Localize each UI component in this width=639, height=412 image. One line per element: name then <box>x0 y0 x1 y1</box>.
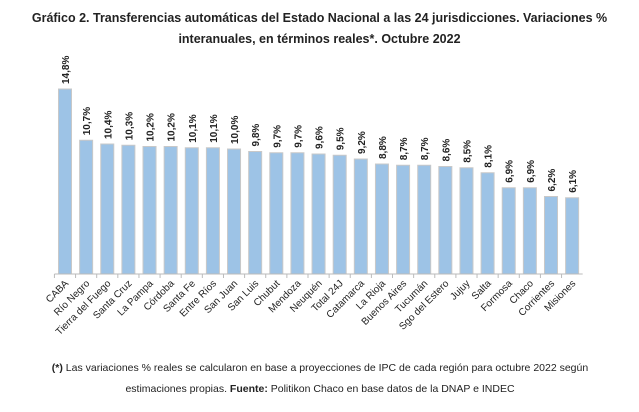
data-label: 9,7% <box>272 125 283 148</box>
bar <box>543 196 558 275</box>
data-label: 8,7% <box>420 137 431 160</box>
bar <box>290 152 305 275</box>
source-label: Fuente: <box>229 383 268 395</box>
data-label: 10,3% <box>124 112 135 140</box>
data-label: 6,9% <box>505 160 516 183</box>
bar <box>522 187 537 275</box>
data-label: 9,7% <box>293 125 304 148</box>
bar <box>565 197 580 275</box>
title-line-2: interanuales, en términos reales*. Octub… <box>178 32 461 46</box>
data-label: 8,7% <box>399 137 410 160</box>
data-label: 9,6% <box>315 126 326 149</box>
data-label: 9,8% <box>251 124 262 147</box>
bar <box>417 164 432 275</box>
data-label: 6,1% <box>568 170 579 193</box>
data-label: 10,0% <box>230 116 241 144</box>
data-label: 10,7% <box>82 107 93 135</box>
data-label: 9,5% <box>336 127 347 150</box>
bar <box>121 144 136 275</box>
bar <box>205 147 220 275</box>
data-label: 6,2% <box>547 169 558 192</box>
data-label: 6,9% <box>526 160 537 183</box>
chart-title: Gráfico 2. Transferencias automáticas de… <box>0 8 639 50</box>
bar <box>501 187 516 275</box>
bar <box>396 164 411 275</box>
data-label: 14,8% <box>61 56 72 84</box>
bar <box>353 158 368 275</box>
data-label: 10,1% <box>188 114 199 142</box>
bar <box>184 147 199 275</box>
bar <box>332 154 347 275</box>
data-label: 8,5% <box>462 140 473 163</box>
bar <box>163 146 178 275</box>
bar <box>438 166 453 275</box>
data-label: 8,8% <box>378 136 389 159</box>
bar <box>311 153 326 275</box>
category-label: Jujuy <box>448 278 472 302</box>
bar <box>79 139 94 275</box>
data-label: 10,4% <box>103 111 114 139</box>
source-text: Politikon Chaco en base datos de la DNAP… <box>267 383 515 395</box>
bar <box>58 88 72 275</box>
bar <box>248 151 263 275</box>
bar <box>480 172 495 275</box>
title-line-1: Gráfico 2. Transferencias automáticas de… <box>31 11 608 25</box>
bar <box>227 148 242 275</box>
bar <box>142 146 157 275</box>
footnote-marker: (*) <box>51 362 63 374</box>
bar <box>374 163 389 275</box>
data-label: 10,2% <box>167 113 178 141</box>
footnote-text-1: Las variaciones % reales se calcularon e… <box>62 362 589 374</box>
bar <box>269 152 284 275</box>
footnote: (*) Las variaciones % reales se calcular… <box>20 358 620 400</box>
bar <box>100 143 115 275</box>
data-label: 10,1% <box>209 114 220 142</box>
data-label: 8,6% <box>441 139 452 162</box>
data-label: 10,2% <box>146 113 157 141</box>
footnote-text-2: estimaciones propias. <box>125 383 230 395</box>
bar <box>459 167 474 275</box>
data-label: 8,1% <box>484 145 495 168</box>
data-label: 9,2% <box>357 131 368 154</box>
